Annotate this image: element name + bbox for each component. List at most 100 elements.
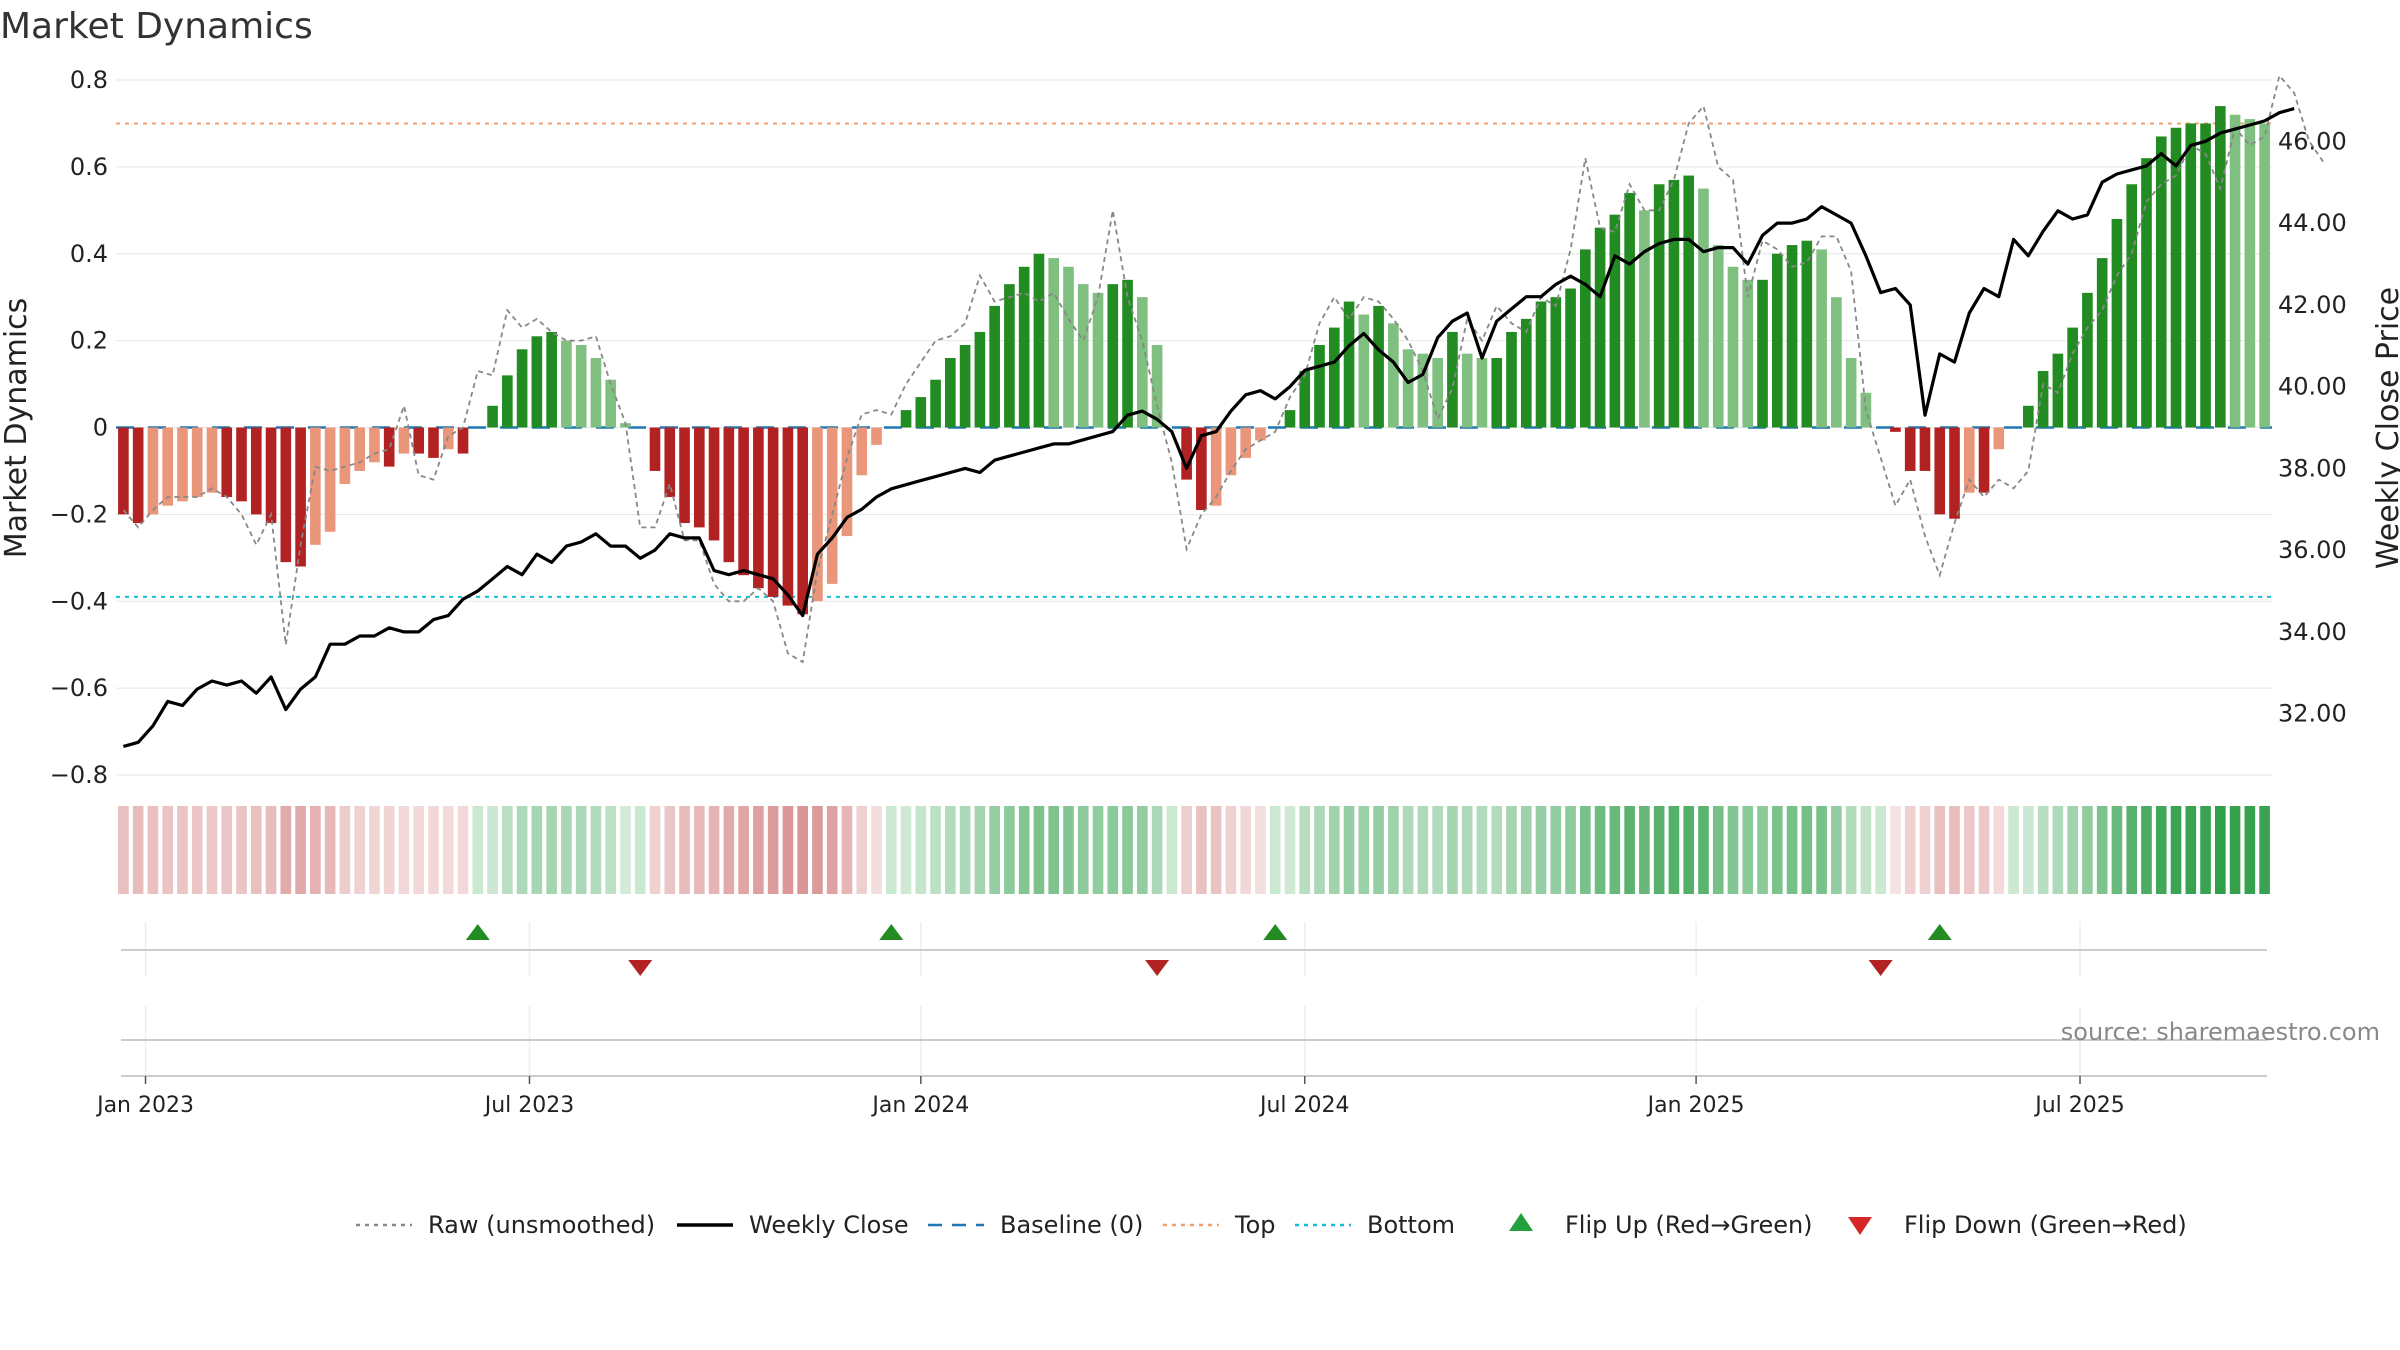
dynamics-bar bbox=[1328, 327, 1340, 428]
flip-up-marker bbox=[465, 924, 490, 940]
dynamics-bar bbox=[1816, 249, 1827, 428]
dynamics-bar bbox=[2023, 405, 2034, 428]
dynamics-bar bbox=[1225, 427, 1237, 476]
dynamics-bar bbox=[1845, 358, 1857, 428]
regime-cell bbox=[1742, 806, 1754, 894]
regime-cell bbox=[2229, 806, 2241, 894]
regime-cell bbox=[369, 806, 380, 894]
regime-cell bbox=[162, 806, 174, 894]
dynamics-bar bbox=[383, 427, 395, 467]
legend-label: Top bbox=[1234, 1211, 1276, 1239]
regime-cell bbox=[738, 806, 749, 894]
regime-cell bbox=[1639, 806, 1650, 894]
dynamics-bar bbox=[1343, 301, 1355, 428]
regime-cell bbox=[2023, 806, 2034, 894]
regime-cell bbox=[2259, 806, 2270, 894]
dynamics-bar bbox=[1240, 427, 1252, 458]
regime-cell bbox=[206, 806, 218, 894]
chart-title: Market Dynamics bbox=[0, 6, 313, 47]
right-tick-label: 36.00 bbox=[2278, 536, 2347, 564]
dynamics-bar bbox=[1506, 331, 1517, 428]
dynamics-bar bbox=[1786, 245, 1798, 428]
regime-cell bbox=[2214, 806, 2226, 894]
dynamics-bar bbox=[354, 427, 365, 471]
regime-cell bbox=[959, 806, 971, 894]
raw-series-line bbox=[122, 73, 2325, 664]
left-tick-label: 0 bbox=[93, 414, 108, 442]
regime-cell bbox=[428, 806, 439, 894]
regime-cell bbox=[1136, 806, 1148, 894]
regime-cell bbox=[2200, 806, 2211, 894]
left-tick-label: 0.8 bbox=[70, 66, 108, 94]
regime-cell bbox=[1107, 806, 1119, 894]
regime-cell bbox=[2170, 806, 2182, 894]
dynamics-bar bbox=[428, 427, 439, 458]
legend-label: Flip Down (Green→Red) bbox=[1904, 1211, 2187, 1239]
x-tick-label: Jul 2024 bbox=[1258, 1093, 1350, 1118]
right-tick-label: 46.00 bbox=[2278, 127, 2347, 155]
dynamics-bar bbox=[1712, 245, 1724, 428]
dynamics-bar bbox=[1580, 249, 1591, 428]
dynamics-bar bbox=[812, 427, 823, 602]
regime-cell bbox=[295, 806, 306, 894]
regime-cell bbox=[1328, 806, 1340, 894]
dynamics-bar bbox=[324, 427, 336, 532]
regime-cell bbox=[1506, 806, 1517, 894]
dynamics-bar bbox=[753, 427, 764, 589]
dynamics-bar bbox=[1639, 210, 1650, 428]
regime-cell bbox=[177, 806, 188, 894]
right-tick-label: 42.00 bbox=[2278, 291, 2347, 319]
regime-cell bbox=[1255, 806, 1266, 894]
regime-cell bbox=[236, 806, 247, 894]
dynamics-bar bbox=[1181, 427, 1192, 480]
regime-cell bbox=[1963, 806, 1975, 894]
left-tick-label: 0.2 bbox=[70, 327, 108, 355]
regime-cell bbox=[1166, 806, 1178, 894]
regime-cell bbox=[265, 806, 277, 894]
regime-cell bbox=[634, 806, 646, 894]
left-tick-label: −0.2 bbox=[50, 500, 108, 528]
dynamics-bar bbox=[1063, 266, 1074, 428]
right-tick-label: 40.00 bbox=[2278, 373, 2347, 401]
dynamics-bar bbox=[1594, 227, 1606, 428]
left-axis-label: Market Dynamics bbox=[0, 298, 34, 559]
flip-up-marker bbox=[879, 924, 904, 940]
x-tick-label: Jan 2024 bbox=[870, 1093, 969, 1118]
regime-cell bbox=[1594, 806, 1606, 894]
regime-cell bbox=[1890, 806, 1901, 894]
dynamics-bar bbox=[502, 375, 513, 428]
regime-cell bbox=[841, 806, 853, 894]
regime-cell bbox=[1727, 806, 1739, 894]
regime-cell bbox=[575, 806, 587, 894]
dynamics-bar bbox=[221, 427, 233, 497]
regime-cell bbox=[1151, 806, 1163, 894]
regime-cell bbox=[2052, 806, 2064, 894]
regime-cell bbox=[1816, 806, 1827, 894]
dynamics-bar bbox=[1077, 284, 1089, 428]
regime-cell bbox=[1520, 806, 1532, 894]
dynamics-bar bbox=[413, 427, 425, 454]
regime-cell bbox=[324, 806, 336, 894]
dynamics-bar bbox=[826, 427, 838, 584]
regime-cell bbox=[339, 806, 351, 894]
dynamics-bar bbox=[1565, 288, 1576, 428]
regime-cell bbox=[1373, 806, 1384, 894]
dynamics-bar bbox=[767, 427, 779, 597]
dynamics-bar bbox=[2214, 106, 2226, 428]
dynamics-bar bbox=[1683, 175, 1695, 428]
regime-cell bbox=[1978, 806, 1990, 894]
dynamics-bar bbox=[1151, 344, 1163, 428]
dynamics-bar bbox=[1122, 279, 1133, 428]
dynamics-bar bbox=[679, 427, 690, 524]
regime-cell bbox=[1565, 806, 1576, 894]
regime-cell bbox=[516, 806, 528, 894]
regime-cell bbox=[2037, 806, 2049, 894]
regime-cell bbox=[398, 806, 410, 894]
right-tick-label: 32.00 bbox=[2278, 700, 2347, 728]
regime-cell bbox=[1210, 806, 1222, 894]
dynamics-bar bbox=[2141, 158, 2152, 428]
regime-cell bbox=[1786, 806, 1798, 894]
regime-cell bbox=[2008, 806, 2019, 894]
dynamics-bar bbox=[2067, 327, 2078, 428]
regime-cell bbox=[561, 806, 572, 894]
